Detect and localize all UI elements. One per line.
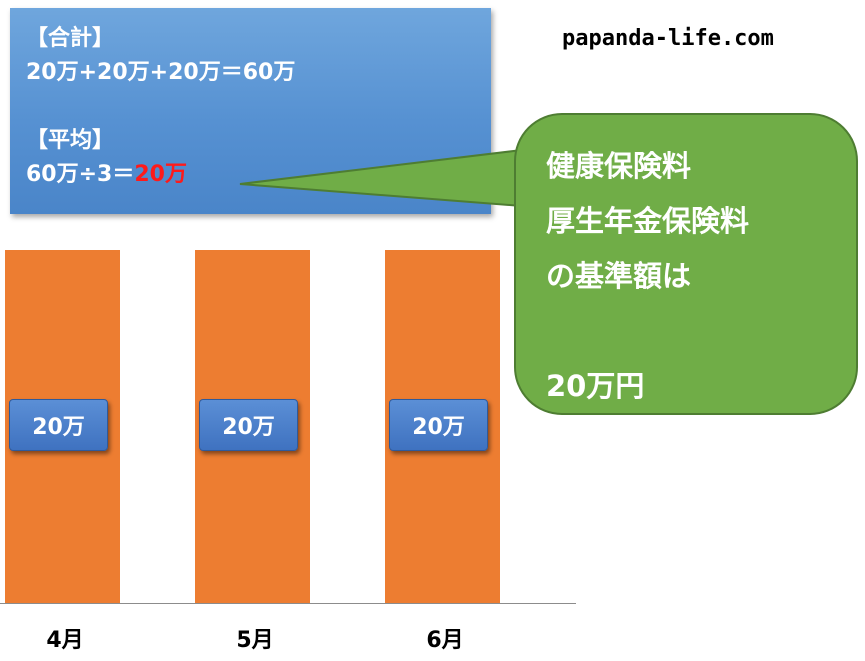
site-name: papanda-life.com — [562, 26, 774, 51]
average-result: 20万 — [134, 162, 187, 187]
bar-value-label-1: 20万 — [9, 399, 108, 451]
callout-line-5: 20万円 — [546, 369, 645, 403]
callout-line-1: 健康保険料 — [546, 149, 692, 183]
average-formula: 60万÷3＝20万 — [26, 158, 491, 192]
total-formula: 20万+20万+20万＝60万 — [26, 60, 296, 85]
calculation-box: 【合計】 20万+20万+20万＝60万 【平均】 60万÷3＝20万 — [10, 8, 491, 214]
callout-line-2: 厚生年金保険料 — [546, 204, 750, 238]
month-label-1: 4月 — [46, 628, 84, 653]
callout-line-3: の基準額は — [546, 259, 692, 293]
bar-value-label-3: 20万 — [389, 399, 488, 451]
total-heading: 【合計】 — [26, 26, 115, 51]
average-heading: 【平均】 — [26, 128, 115, 153]
callout-pointer-shape — [239, 148, 523, 208]
x-axis-line — [0, 603, 576, 604]
callout-line-4 — [546, 304, 856, 359]
month-label-2: 5月 — [236, 628, 274, 653]
bar-value-label-2: 20万 — [199, 399, 298, 451]
average-formula-prefix: 60万÷3＝ — [26, 162, 135, 187]
month-label-3: 6月 — [426, 628, 464, 653]
callout-bubble: 健康保険料 厚生年金保険料 の基準額は 20万円 — [514, 113, 858, 415]
